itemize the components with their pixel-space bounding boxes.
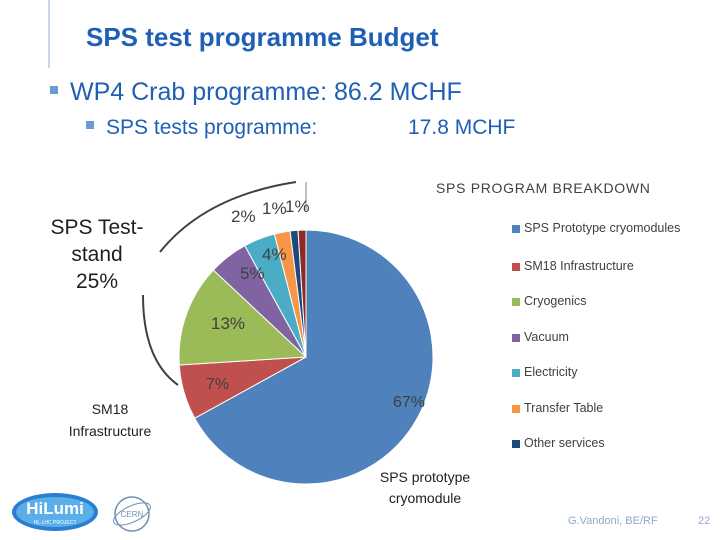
bullet-sps-tests-label: SPS tests programme: bbox=[106, 116, 318, 139]
bullet-crab-programme: WP4 Crab programme: 86.2 MCHF bbox=[50, 78, 462, 107]
pie-slice bbox=[178, 269, 308, 366]
legend-swatch bbox=[512, 298, 520, 306]
bullet-crab-text: WP4 Crab programme: 86.2 MCHF bbox=[70, 78, 462, 106]
cern-text: CERN bbox=[121, 510, 144, 519]
legend-label: SM18 Infrastructure bbox=[524, 259, 634, 273]
callout-line: SM18 bbox=[91, 401, 129, 417]
legend-swatch bbox=[512, 334, 520, 342]
bullet-sps-tests: SPS tests programme: 17.8 MCHF bbox=[86, 116, 515, 140]
top-bar bbox=[0, 0, 720, 68]
chart-title: SPS PROGRAM BREAKDOWN bbox=[436, 180, 651, 196]
callout-line: Infrastructure bbox=[68, 423, 152, 439]
pie-slice-label: 1% bbox=[285, 197, 310, 216]
callout-bracket-upper bbox=[159, 181, 297, 253]
callout-line: 25% bbox=[75, 270, 119, 293]
callout-sps-teststand: SPS Test- stand 25% bbox=[38, 214, 156, 295]
legend-label: Transfer Table bbox=[524, 401, 604, 415]
logo-subtext: HL-LHC PROJECT bbox=[34, 520, 77, 526]
bullet-square-icon bbox=[86, 121, 94, 130]
callout-bracket-left bbox=[142, 294, 179, 386]
bullet-sps-tests-value: 17.8 MCHF bbox=[408, 116, 516, 139]
legend-swatch bbox=[512, 440, 520, 448]
callout-sm18: SM18 Infrastructure bbox=[48, 398, 172, 442]
legend-label: Electricity bbox=[524, 365, 578, 379]
legend-label: Cryogenics bbox=[524, 294, 587, 308]
top-divider bbox=[48, 0, 50, 68]
cern-logo: CERN bbox=[113, 496, 151, 532]
legend-swatch bbox=[512, 225, 520, 233]
pie-slice-label: 13% bbox=[211, 314, 245, 333]
legend-swatch bbox=[512, 405, 520, 413]
pie-slice bbox=[297, 229, 307, 358]
callout-line: cryomodule bbox=[388, 490, 462, 506]
callout-line: stand bbox=[71, 243, 123, 266]
legend-swatch bbox=[512, 369, 520, 377]
callout-line: SPS prototype bbox=[379, 469, 471, 485]
pie-slice-label: 5% bbox=[240, 264, 265, 283]
pie-slice-label: 2% bbox=[231, 207, 256, 226]
legend-label: Other services bbox=[524, 436, 605, 450]
callout-prototype: SPS prototype cryomodule bbox=[360, 467, 490, 509]
bullet-square-icon bbox=[50, 86, 58, 95]
pie-slice-label: 4% bbox=[262, 245, 287, 264]
logo-text: HiLumi bbox=[26, 499, 84, 518]
page-number: 22 bbox=[698, 515, 711, 527]
legend-swatch bbox=[512, 263, 520, 271]
footer-author: G.Vandoni, BE/RF bbox=[568, 515, 658, 527]
pie-slice-label: 7% bbox=[206, 376, 229, 393]
hilumi-logo: HiLumi HL-LHC PROJECT bbox=[12, 493, 98, 531]
callout-line: SPS Test- bbox=[50, 216, 144, 239]
pie-slice-label: 1% bbox=[262, 199, 287, 218]
legend-label: SPS Prototype cryomodules bbox=[524, 221, 681, 235]
legend-label: Vacuum bbox=[524, 330, 569, 344]
pie-slice-label: 67% bbox=[393, 394, 425, 411]
slide-title: SPS test programme Budget bbox=[86, 22, 439, 52]
pie-slice bbox=[194, 229, 434, 485]
